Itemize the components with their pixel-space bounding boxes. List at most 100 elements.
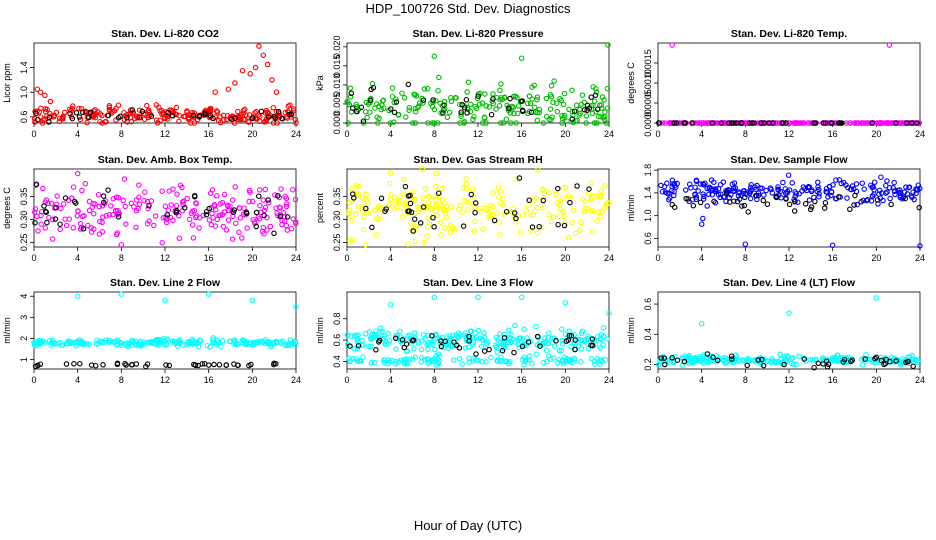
- data-point: [71, 361, 77, 367]
- data-point: [442, 106, 448, 112]
- data-point: [248, 340, 255, 346]
- data-point: [501, 342, 507, 349]
- x-tick-label: 0: [31, 375, 36, 385]
- data-point: [50, 337, 56, 344]
- data-point: [529, 224, 536, 230]
- data-point: [869, 359, 876, 365]
- data-point: [220, 223, 227, 230]
- data-point: [362, 331, 369, 337]
- data-point: [751, 120, 757, 126]
- data-point: [604, 336, 610, 342]
- data-point: [586, 186, 592, 192]
- data-point: [497, 188, 504, 195]
- data-point: [599, 359, 606, 365]
- data-point: [728, 353, 735, 359]
- data-point: [582, 205, 588, 212]
- data-point: [828, 357, 835, 363]
- data-point: [77, 226, 84, 232]
- data-point: [465, 79, 472, 86]
- data-point: [153, 102, 160, 108]
- x-tick-label: 12: [160, 253, 170, 263]
- data-point: [256, 187, 263, 193]
- data-point: [33, 181, 40, 187]
- data-point: [355, 339, 361, 346]
- data-point: [487, 202, 493, 209]
- data-point: [74, 170, 81, 177]
- data-point: [185, 116, 192, 122]
- data-point: [797, 120, 803, 126]
- series-calibration: [658, 351, 916, 371]
- x-tick-label: 12: [784, 375, 794, 385]
- data-point: [368, 360, 375, 366]
- panel-title: Stan. Dev. Sample Flow: [730, 154, 848, 166]
- data-point: [600, 342, 606, 348]
- data-point: [461, 120, 467, 126]
- data-point: [598, 102, 605, 108]
- data-point: [145, 107, 152, 114]
- data-point: [519, 343, 526, 350]
- data-point: [165, 110, 171, 116]
- data-point: [481, 329, 487, 336]
- data-point: [471, 113, 477, 120]
- panel-pressure: Stan. Dev. Li-820 Pressure kPa 0 4 8 12 16 20 24…: [315, 28, 614, 139]
- data-point: [545, 353, 552, 359]
- x-tick-label: 20: [247, 129, 257, 139]
- data-point: [412, 108, 419, 115]
- y-axis-label: ml/min: [315, 317, 325, 344]
- data-point: [580, 196, 586, 202]
- data-point: [495, 184, 502, 190]
- data-point: [744, 362, 750, 369]
- data-point: [415, 204, 421, 210]
- data-point: [424, 233, 430, 239]
- data-point: [550, 99, 556, 106]
- data-point: [701, 352, 707, 358]
- data-point: [38, 212, 44, 219]
- data-point: [800, 355, 807, 361]
- x-tick-label: 8: [743, 375, 748, 385]
- data-point: [220, 112, 227, 119]
- data-point: [264, 227, 270, 233]
- data-point: [470, 186, 476, 192]
- data-point: [821, 205, 828, 211]
- data-point: [833, 177, 839, 183]
- y-tick-label: 0.6: [332, 334, 342, 347]
- data-point: [566, 106, 572, 113]
- data-point: [781, 361, 787, 368]
- data-point: [859, 180, 865, 186]
- data-point: [66, 339, 73, 346]
- data-point: [515, 103, 522, 109]
- data-point: [535, 167, 541, 173]
- data-point: [570, 119, 576, 126]
- data-point: [266, 114, 272, 120]
- data-point: [829, 242, 836, 249]
- data-point: [526, 93, 533, 99]
- data-point: [113, 231, 120, 238]
- data-point: [407, 192, 413, 199]
- data-point: [462, 345, 469, 351]
- data-point: [388, 192, 394, 198]
- data-point: [106, 339, 113, 346]
- data-point: [435, 87, 441, 94]
- data-point: [207, 112, 213, 119]
- x-tick-label: 12: [473, 253, 483, 263]
- data-point: [232, 184, 238, 190]
- data-point: [512, 322, 518, 329]
- data-point: [598, 188, 604, 194]
- data-point: [712, 120, 719, 126]
- data-point: [665, 358, 671, 364]
- data-point: [669, 354, 675, 361]
- data-point: [602, 182, 608, 189]
- data-point: [559, 115, 566, 122]
- data-point: [354, 345, 361, 352]
- data-point: [103, 118, 109, 125]
- data-point: [40, 117, 46, 123]
- data-point: [790, 361, 797, 368]
- data-point: [662, 361, 668, 368]
- x-tick-label: 24: [291, 129, 301, 139]
- data-point: [836, 120, 842, 126]
- data-point: [533, 351, 539, 358]
- data-point: [52, 216, 59, 222]
- data-point: [137, 338, 144, 345]
- data-point: [170, 217, 176, 224]
